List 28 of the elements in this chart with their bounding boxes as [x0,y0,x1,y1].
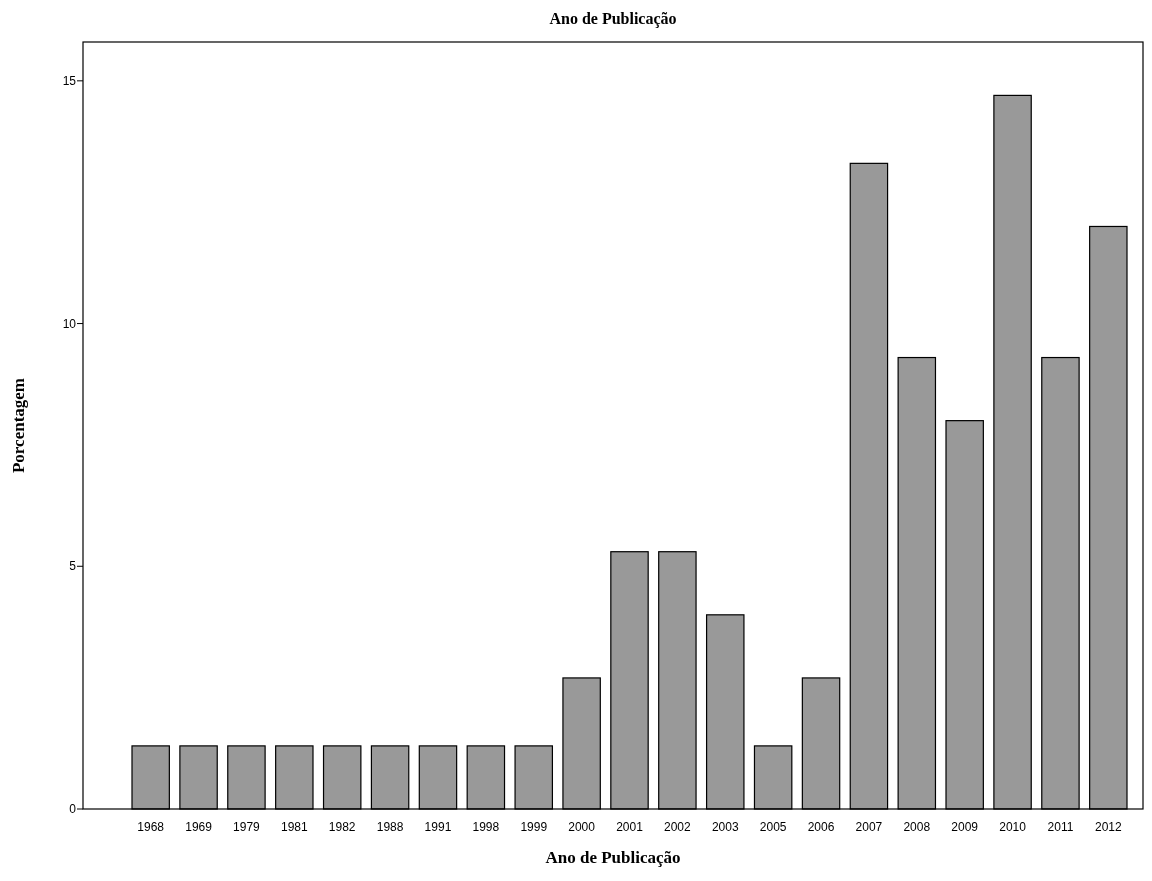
x-tick-label: 1998 [472,820,500,834]
x-tick-label: 1969 [185,820,213,834]
x-tick-label: 2007 [855,820,883,834]
y-tick-label: 10 [62,316,77,331]
x-tick-label: 2000 [568,820,596,834]
x-tick-label: 2012 [1094,820,1122,834]
x-tick-label: 2008 [903,820,931,834]
x-tick-label: 1982 [328,820,356,834]
y-axis-title: Porcentagem [9,377,28,474]
y-tick-label: 0 [69,802,77,817]
y-tick-label: 5 [69,559,77,574]
x-tick-label: 1988 [376,820,404,834]
x-tick-label: 2002 [664,820,692,834]
x-tick-label: 2003 [711,820,739,834]
x-tick-label: 2001 [616,820,644,834]
x-tick-label: 1999 [520,820,548,834]
x-tick-label: 1979 [233,820,261,834]
x-tick-label: 2009 [951,820,979,834]
x-tick-label: 1991 [424,820,452,834]
x-tick-label: 2010 [999,820,1027,834]
x-tick-label: 2006 [807,820,835,834]
chart-title: Ano de Publicação [549,10,677,28]
x-tick-label: 1981 [280,820,308,834]
y-tick-label: 15 [62,74,77,89]
x-tick-label: 2011 [1047,820,1074,834]
x-tick-label: 1968 [137,820,165,834]
x-axis-title: Ano de Publicação [545,848,681,867]
x-tick-label: 2005 [759,820,787,834]
